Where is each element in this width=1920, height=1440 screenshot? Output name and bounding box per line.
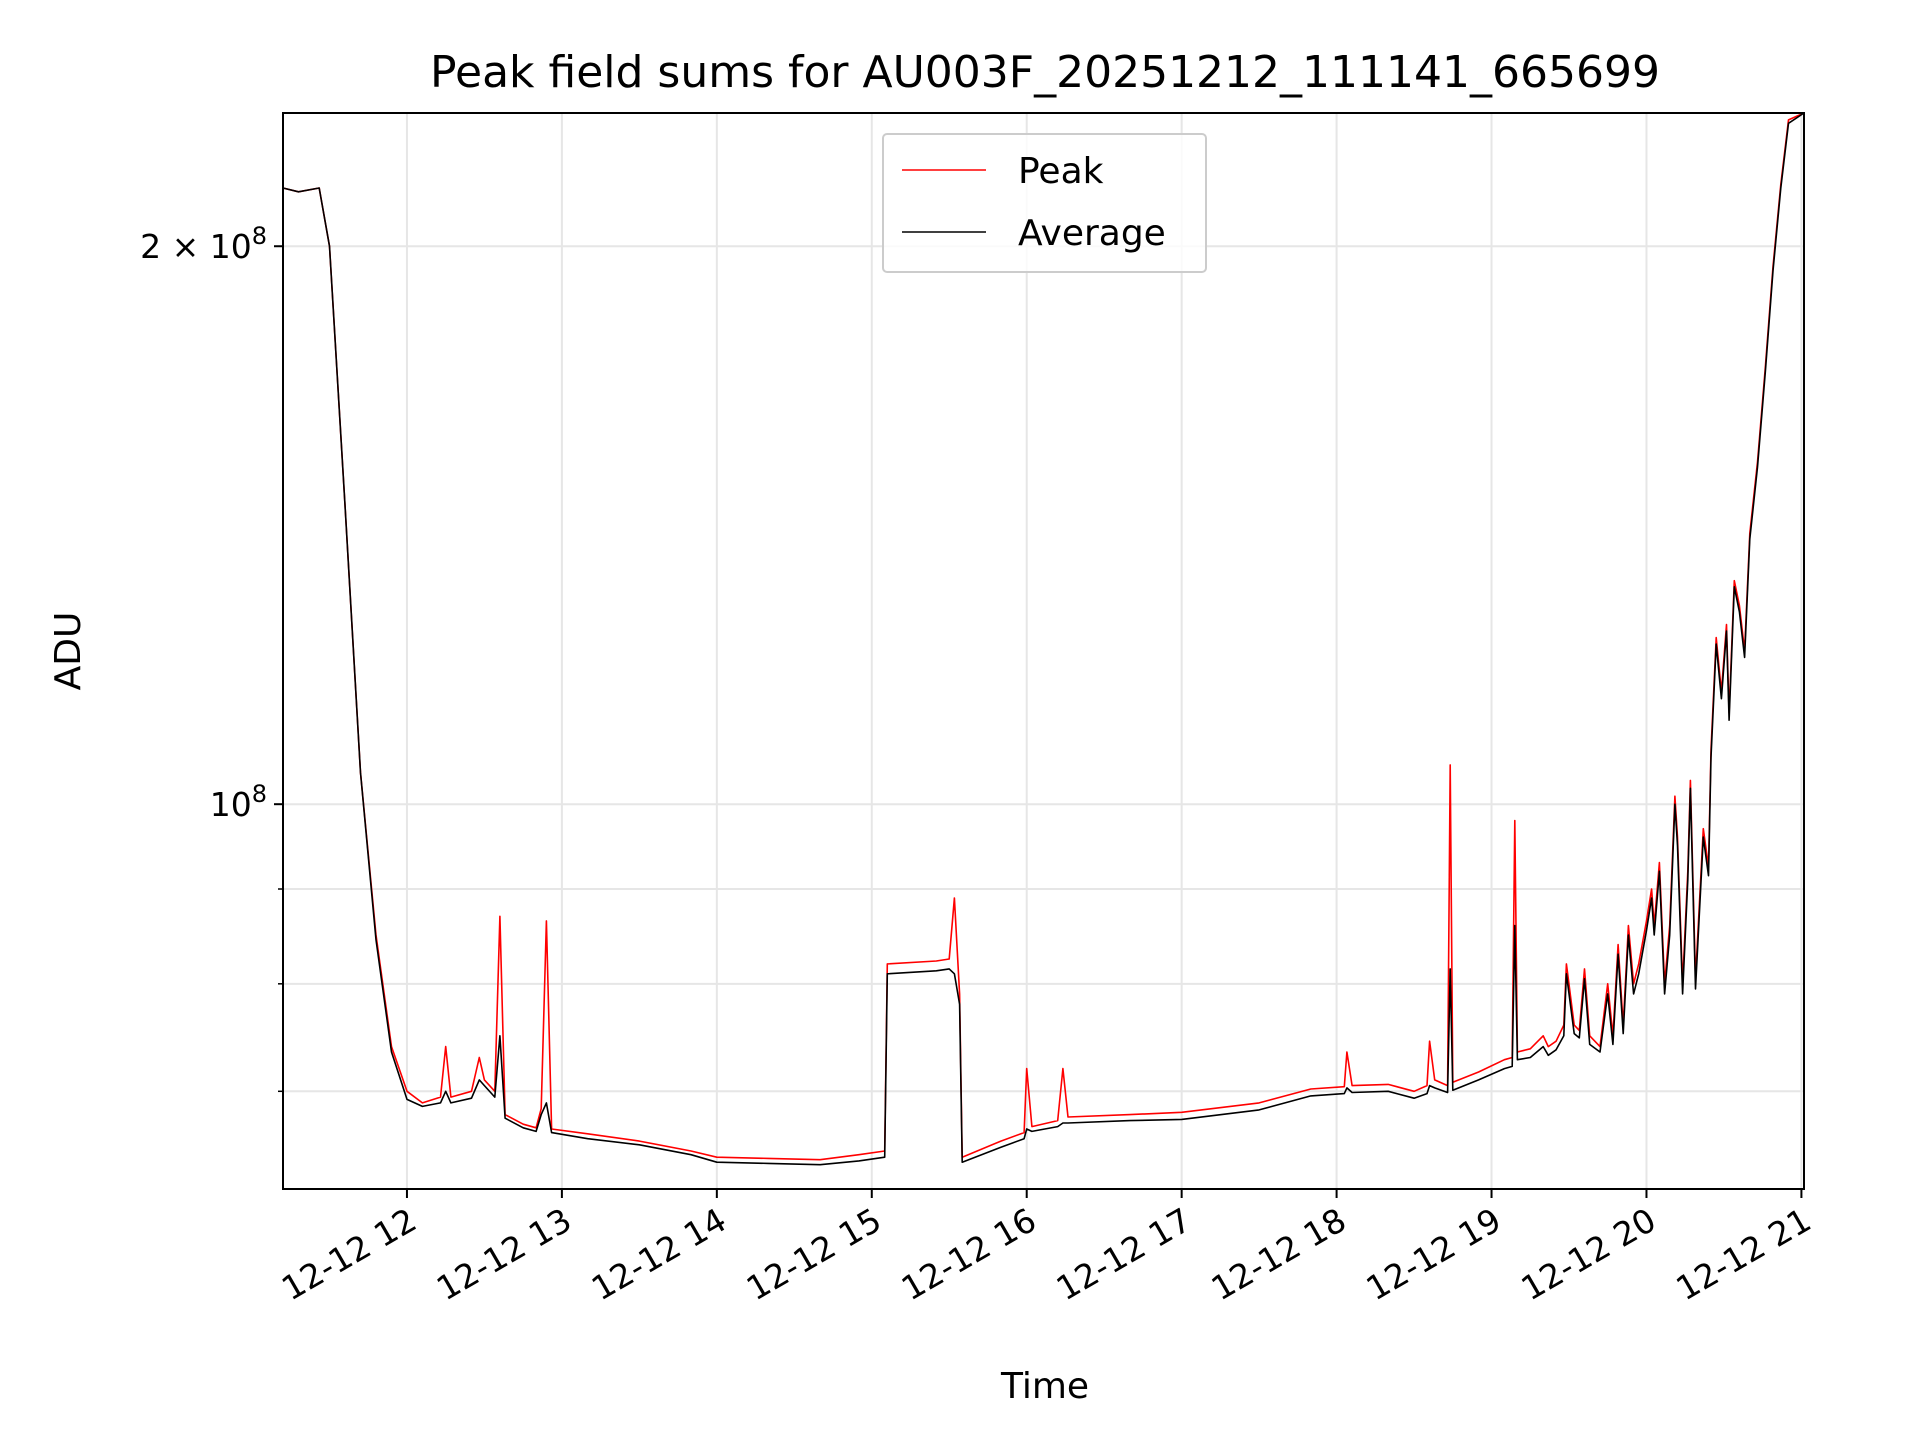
y-tick-label: 2 × 108 bbox=[140, 222, 267, 266]
axes-frame bbox=[282, 112, 1805, 1190]
legend-box bbox=[882, 133, 1207, 273]
plot-area bbox=[282, 112, 1805, 1166]
legend: Peak Average bbox=[882, 133, 1207, 273]
chart-title: Peak field sums for AU003F_20251212_1111… bbox=[430, 47, 1660, 98]
x-axis-label: Time bbox=[1000, 1366, 1089, 1407]
legend-label-peak: Peak bbox=[1018, 151, 1104, 192]
legend-label-average: Average bbox=[1018, 213, 1166, 254]
y-axis-label: ADU bbox=[48, 612, 89, 691]
series-line-average bbox=[282, 112, 1805, 1166]
